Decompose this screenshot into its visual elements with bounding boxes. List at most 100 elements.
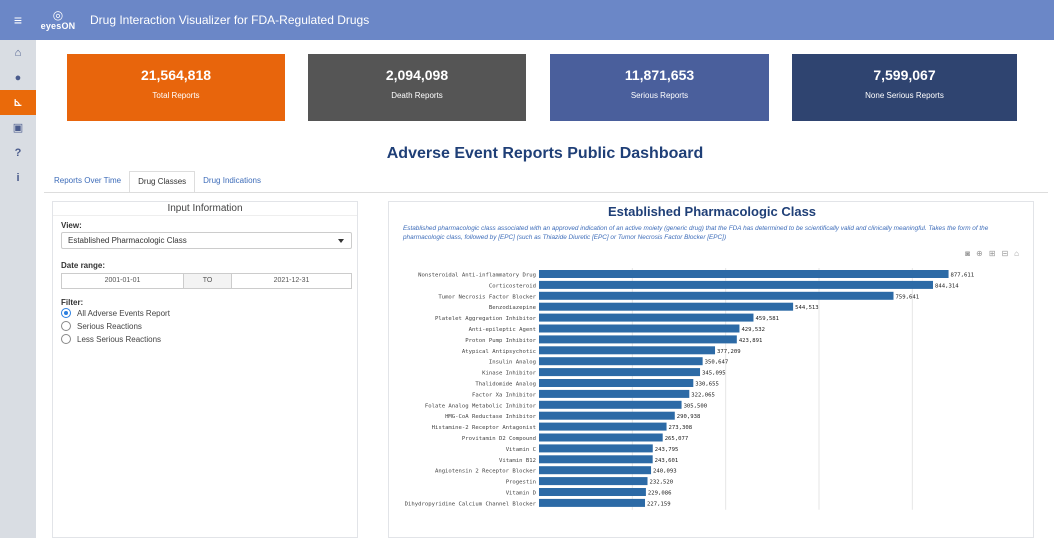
camera-icon[interactable]: ◙: [965, 249, 971, 258]
category-label: Proton Pump Inhibitor: [465, 338, 536, 344]
bar[interactable]: [539, 324, 740, 333]
home-icon: ⌂: [14, 46, 22, 59]
bar[interactable]: [539, 498, 646, 507]
bar[interactable]: [539, 291, 894, 300]
value-label: 429,532: [741, 327, 765, 333]
date-end-input[interactable]: 2021-12-31: [231, 273, 352, 289]
category-label: Insulin Analog: [489, 360, 536, 366]
filter-serious-label: Serious Reactions: [77, 321, 142, 331]
bar[interactable]: [539, 379, 694, 387]
category-label: Provitamin D2 Compound: [462, 436, 536, 442]
bar[interactable]: [539, 400, 682, 409]
date-range-label: Date range:: [61, 261, 106, 270]
bar[interactable]: [539, 477, 648, 486]
value-label: 877,611: [951, 273, 975, 279]
input-panel-title: Input Information: [53, 202, 357, 216]
date-start-input[interactable]: 2001-01-01: [61, 273, 184, 289]
bar[interactable]: [539, 357, 703, 366]
sidebar-item-document[interactable]: ▣: [0, 115, 36, 140]
hamburger-icon[interactable]: ≡: [13, 12, 23, 28]
zoom-in-icon[interactable]: ⊞: [988, 249, 996, 258]
serious-reports-tile: 11,871,653 Serious Reports: [550, 54, 769, 121]
filter-less-serious-option[interactable]: Less Serious Reactions: [61, 334, 161, 344]
chart-icon: ⊾: [13, 97, 23, 109]
category-label: Platelet Aggregation Inhibitor: [435, 316, 537, 322]
radio-button[interactable]: [61, 308, 71, 318]
sidebar-item-about[interactable]: i: [0, 165, 36, 190]
total-reports-tile: 21,564,818 Total Reports: [67, 54, 285, 121]
category-label: Progestin: [506, 480, 536, 486]
bar[interactable]: [539, 346, 716, 355]
category-label: Nonsteroidal Anti-inflammatory Drug: [418, 273, 536, 279]
document-icon: ▣: [12, 122, 24, 134]
value-label: 423,891: [739, 338, 763, 344]
tile-value: 2,094,098: [385, 67, 449, 83]
category-label: Factor Xa Inhibitor: [472, 392, 537, 398]
tile-label: Total Reports: [152, 91, 200, 100]
bar[interactable]: [539, 335, 737, 344]
radio-button[interactable]: [61, 334, 71, 344]
filter-all-option[interactable]: All Adverse Events Report: [61, 308, 170, 318]
value-label: 322,065: [691, 392, 715, 398]
filter-label: Filter:: [61, 298, 84, 307]
radio-button[interactable]: [61, 321, 71, 331]
category-label: Vitamin B12: [499, 458, 536, 464]
app-logo[interactable]: ◎ eyesON: [36, 0, 80, 40]
bar[interactable]: [539, 302, 794, 311]
question-icon: ?: [14, 146, 22, 159]
bar[interactable]: [539, 422, 667, 431]
chart-title: Established Pharmacologic Class: [607, 204, 817, 219]
sidebar-item-chart[interactable]: ⊾: [0, 90, 36, 115]
bar[interactable]: [539, 411, 675, 420]
category-label: Vitamin D: [506, 491, 537, 497]
view-select-value: Established Pharmacologic Class: [68, 236, 187, 245]
filter-serious-option[interactable]: Serious Reactions: [61, 321, 142, 331]
dashboard-title: Adverse Event Reports Public Dashboard: [386, 145, 704, 162]
tile-label: Death Reports: [391, 91, 443, 100]
sidebar: ⌂ ● ⊾ ▣ ? i: [0, 40, 36, 538]
category-label: Folate Analog Metabolic Inhibitor: [425, 403, 537, 409]
tab-drug-classes[interactable]: Drug Classes: [129, 171, 196, 193]
zoom-out-icon[interactable]: ⊟: [1001, 249, 1009, 258]
category-label: Corticosteroid: [489, 283, 536, 289]
view-select[interactable]: Established Pharmacologic Class: [61, 232, 352, 249]
bar[interactable]: [539, 444, 653, 453]
tile-value: 7,599,067: [873, 67, 936, 83]
value-label: 844,314: [935, 283, 959, 289]
bar[interactable]: [539, 466, 652, 475]
value-label: 240,093: [653, 469, 677, 475]
tile-value: 21,564,818: [140, 67, 212, 83]
zoom-icon[interactable]: ⊕: [976, 249, 983, 258]
tile-label: None Serious Reports: [865, 91, 944, 100]
bar[interactable]: [539, 389, 690, 398]
tab-bar: Reports Over Time Drug Classes Drug Indi…: [46, 171, 269, 193]
sidebar-item-home[interactable]: ⌂: [0, 40, 36, 65]
category-label: Atypical Antipsychotic: [462, 349, 536, 355]
tab-drug-indications[interactable]: Drug Indications: [203, 176, 261, 185]
bar[interactable]: [539, 280, 934, 289]
filter-all-label: All Adverse Events Report: [77, 308, 170, 318]
filter-less-serious-label: Less Serious Reactions: [77, 334, 162, 344]
about-icon: i: [16, 171, 20, 184]
chart-modebar: ◙ ⊕ ⊞ ⊟ ⌂: [965, 249, 1019, 258]
category-label: Benzodiazepine: [489, 305, 537, 311]
bar[interactable]: [539, 270, 949, 278]
bar[interactable]: [539, 488, 646, 496]
value-label: 459,581: [755, 316, 779, 322]
category-label: Histamine-2 Receptor Antagonist: [432, 425, 536, 431]
tab-reports-over-time[interactable]: Reports Over Time: [54, 176, 122, 185]
chart-panel: Established Pharmacologic Class Establis…: [388, 201, 1034, 538]
date-to-label: TO: [184, 273, 231, 289]
home-reset-icon[interactable]: ⌂: [1014, 249, 1019, 258]
main-content: 21,564,818 Total Reports 2,094,098 Death…: [36, 40, 1054, 538]
sidebar-item-help[interactable]: ?: [0, 140, 36, 165]
bar-chart: Nonsteroidal Anti-inflammatory Drug 877,6…: [405, 268, 975, 510]
bar[interactable]: [539, 455, 653, 464]
sidebar-item-info[interactable]: ●: [0, 65, 36, 90]
category-label: Thalidomide Analog: [475, 382, 536, 388]
bar[interactable]: [539, 368, 701, 377]
value-label: 265,077: [665, 436, 689, 442]
value-label: 544,513: [795, 305, 819, 311]
bar[interactable]: [539, 433, 663, 442]
bar[interactable]: [539, 313, 754, 322]
